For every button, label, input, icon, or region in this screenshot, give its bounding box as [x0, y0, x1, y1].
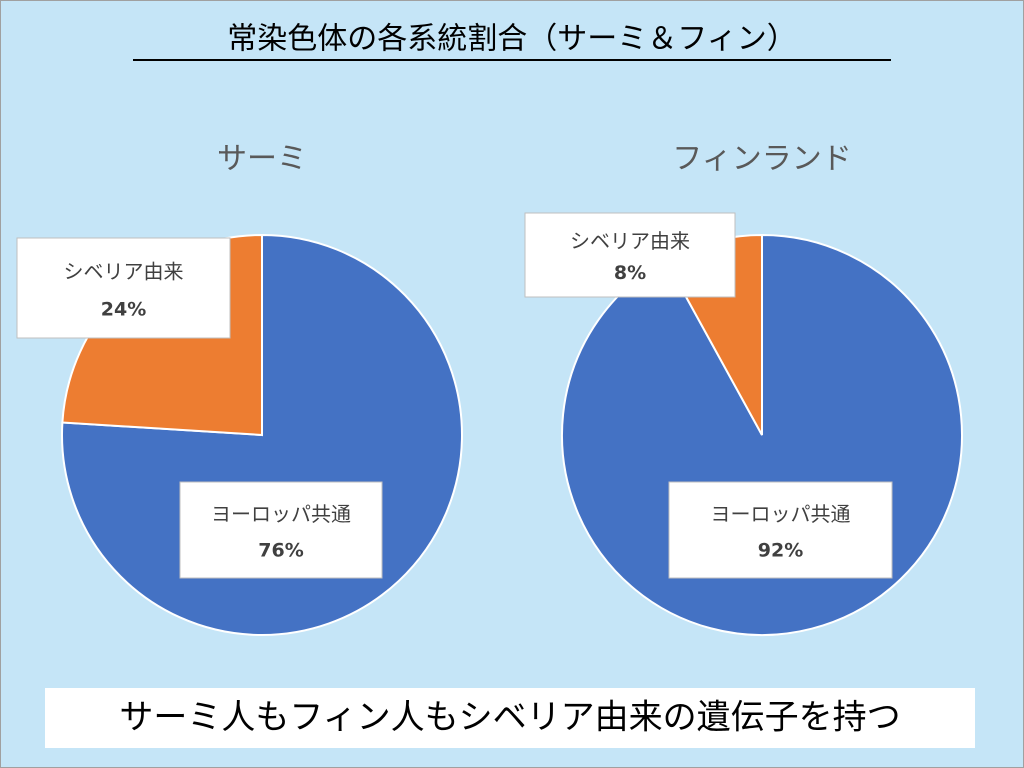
slice-label: シベリア由来 — [64, 260, 184, 284]
caption-box — [45, 688, 975, 748]
label-box — [16, 237, 231, 339]
pie-title: フィンランド — [672, 142, 851, 177]
slice-label: シベリア由来 — [570, 229, 690, 253]
label-box — [524, 212, 736, 298]
label-box — [668, 481, 893, 579]
value-label: 92% — [758, 540, 803, 562]
value-label: 24% — [101, 299, 146, 321]
slice-label: ヨーロッパ共通 — [711, 502, 851, 526]
label-box — [179, 481, 383, 579]
pie-title: サーミ — [217, 142, 307, 177]
slice-label: ヨーロッパ共通 — [211, 502, 351, 526]
value-label: 8% — [614, 262, 646, 284]
value-label: 76% — [258, 540, 303, 562]
slide-title: 常染色体の各系統割合（サーミ＆フィン） — [227, 22, 796, 57]
caption: サーミ人もフィン人もシベリア由来の遺伝子を持つ — [119, 698, 900, 738]
